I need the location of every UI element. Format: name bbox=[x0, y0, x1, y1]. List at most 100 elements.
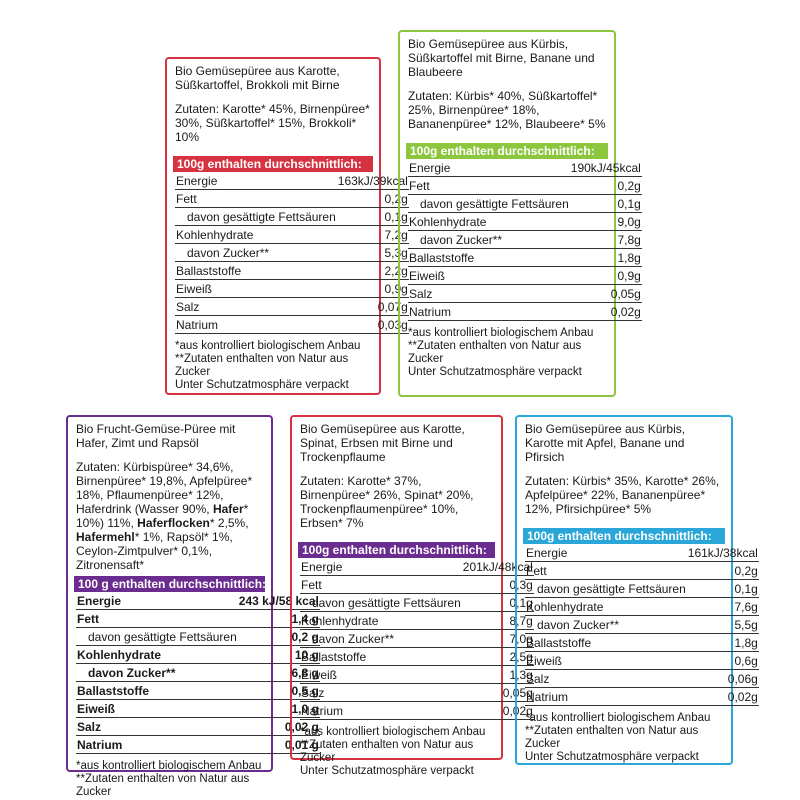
row-label: Fett bbox=[300, 575, 462, 594]
row-value: 7,2g bbox=[336, 225, 409, 244]
ingredients-text: Zutaten: Kürbis* 35%, Karotte* 26%, Apfe… bbox=[525, 474, 720, 516]
nutrition-row-fett: Fett 0,3g bbox=[300, 575, 534, 594]
row-label: Kohlenhydrate bbox=[76, 645, 238, 664]
row-label: Salz bbox=[175, 297, 337, 316]
row-label: Fett bbox=[175, 189, 337, 208]
nutrition-row-eiweiss: Eiweiß 0,9g bbox=[175, 279, 409, 298]
nutrition-row-salz: Salz 0,05g bbox=[408, 284, 642, 303]
row-label: Fett bbox=[525, 561, 687, 580]
footnote-organic: *aus kontrolliert biologischem Anbau bbox=[175, 340, 361, 352]
product-title: Bio Gemüsepüree aus Kürbis, Süßkartoffel… bbox=[408, 37, 595, 79]
nutrition-row-ballaststoffe: Ballaststoffe 0,5 g bbox=[76, 681, 320, 700]
nutrition-header: 100g enthalten durchschnittlich: bbox=[406, 143, 608, 159]
row-value: 5,3g bbox=[336, 243, 409, 262]
row-label: Eiweiß bbox=[408, 266, 570, 285]
row-label: Kohlenhydrate bbox=[525, 597, 687, 616]
footnote-sugar: **Zutaten enthalten von Natur aus Zucker bbox=[525, 725, 699, 750]
row-label: Kohlenhydrate bbox=[175, 225, 337, 244]
row-value: 0,02g bbox=[569, 302, 642, 321]
row-label: davon gesättigte Fettsäuren bbox=[76, 627, 238, 646]
row-value: 5,5g bbox=[686, 615, 759, 634]
nutrition-header: 100 g enthalten durchschnittlich: bbox=[74, 576, 265, 592]
row-label: Ballaststoffe bbox=[300, 647, 462, 666]
row-label: Ballaststoffe bbox=[76, 681, 238, 700]
row-value: 7,6g bbox=[686, 597, 759, 616]
nutrition-row-fettsaeuren: davon gesättigte Fettsäuren 0,1g bbox=[175, 207, 409, 226]
nutrition-row-energie: Energie 161kJ/38kcal bbox=[525, 544, 759, 562]
nutrition-row-ballaststoffe: Ballaststoffe 1,8g bbox=[525, 633, 759, 652]
row-label: Eiweiß bbox=[525, 651, 687, 670]
nutrition-row-salz: Salz 0,07g bbox=[175, 297, 409, 316]
row-label: Energie bbox=[525, 544, 687, 562]
nutrition-row-salz: Salz 0,02 g bbox=[76, 717, 320, 736]
ingredients-text: Zutaten: Kürbis* 40%, Süßkartoffel* 25%,… bbox=[408, 89, 606, 131]
row-value: 0,2g bbox=[569, 176, 642, 195]
ingredients-allergen: Hafer bbox=[212, 502, 244, 516]
row-label: Natrium bbox=[76, 735, 238, 754]
nutrition-row-fettsaeuren: davon gesättigte Fettsäuren 0,1g bbox=[408, 194, 642, 213]
row-value: 0,2g bbox=[686, 561, 759, 580]
row-value: 2,2g bbox=[336, 261, 409, 280]
ingredients-part: * 2,5%, bbox=[209, 516, 249, 530]
footnote-organic: *aus kontrolliert biologischem Anbau bbox=[408, 327, 594, 339]
row-value: 163kJ/39kcal bbox=[336, 172, 409, 190]
nutrition-row-energie: Energie 243 kJ/58 kcal bbox=[76, 592, 320, 610]
nutrition-row-kohlenhydrate: Kohlenhydrate 10 g bbox=[76, 645, 320, 664]
row-label: davon Zucker** bbox=[525, 615, 687, 634]
row-label: Salz bbox=[300, 683, 462, 702]
nutrition-row-kohlenhydrate: Kohlenhydrate 7,6g bbox=[525, 597, 759, 616]
row-label: Salz bbox=[408, 284, 570, 303]
row-label: Eiweiß bbox=[175, 279, 337, 298]
nutrition-card-kuerbis-blaubeere: Bio Gemüsepüree aus Kürbis, Süßkartoffel… bbox=[398, 30, 642, 397]
row-value: 1,8g bbox=[569, 248, 642, 267]
nutrition-row-eiweiss: Eiweiß 1,3g bbox=[300, 665, 534, 684]
row-label: Energie bbox=[175, 172, 337, 190]
row-value: 0,1g bbox=[569, 194, 642, 213]
ingredients-part: * 1%, Rapsöl* 1%, Ceylon-Zimtpulver* 0,1… bbox=[76, 530, 233, 572]
product-title: Bio Gemüsepüree aus Karotte, Süßkartoffe… bbox=[175, 64, 340, 92]
footnote-packaging: Unter Schutzatmosphäre verpackt bbox=[408, 366, 582, 378]
nutrition-row-kohlenhydrate: Kohlenhydrate 8,7g bbox=[300, 611, 534, 630]
row-label: Natrium bbox=[525, 687, 687, 706]
nutrition-row-fett: Fett 0,2g bbox=[175, 189, 409, 208]
row-label: Natrium bbox=[175, 315, 337, 334]
footnote-organic: *aus kontrolliert biologischem Anbau bbox=[300, 726, 486, 738]
row-value: 0,1g bbox=[686, 579, 759, 598]
row-value: 0,01 g bbox=[237, 735, 320, 754]
nutrition-row-natrium: Natrium 0,01 g bbox=[76, 735, 320, 754]
row-label: Energie bbox=[408, 159, 570, 177]
row-label: Ballaststoffe bbox=[525, 633, 687, 652]
nutrition-header: 100g enthalten durchschnittlich: bbox=[523, 528, 725, 544]
row-value: 0,07g bbox=[336, 297, 409, 316]
nutrition-row-zucker: davon Zucker** 5,3g bbox=[175, 243, 409, 262]
nutrition-row-kohlenhydrate: Kohlenhydrate 9,0g bbox=[408, 212, 642, 231]
footnote-sugar: **Zutaten enthalten von Natur aus Zucker bbox=[76, 773, 250, 798]
nutrition-table: Energie 161kJ/38kcal Fett 0,2g davon gesät… bbox=[525, 544, 759, 706]
row-value: 0,6g bbox=[686, 651, 759, 670]
nutrition-row-fettsaeuren: davon gesättigte Fettsäuren 0,2 g bbox=[76, 627, 320, 646]
nutrition-row-kohlenhydrate: Kohlenhydrate 7,2g bbox=[175, 225, 409, 244]
row-label: Natrium bbox=[408, 302, 570, 321]
row-label: davon gesättigte Fettsäuren bbox=[175, 207, 337, 226]
nutrition-header: 100g enthalten durchschnittlich: bbox=[298, 542, 495, 558]
row-label: Fett bbox=[76, 609, 238, 628]
nutrition-card-karotte-brokkoli: Bio Gemüsepüree aus Karotte, Süßkartoffe… bbox=[165, 57, 409, 395]
row-value: 0,05g bbox=[569, 284, 642, 303]
row-label: Ballaststoffe bbox=[175, 261, 337, 280]
nutrition-row-eiweiss: Eiweiß 0,9g bbox=[408, 266, 642, 285]
nutrition-row-fett: Fett 0,2g bbox=[408, 176, 642, 195]
row-value: 0,06g bbox=[686, 669, 759, 688]
footnote-organic: *aus kontrolliert biologischem Anbau bbox=[525, 712, 711, 724]
nutrition-row-fettsaeuren: davon gesättigte Fettsäuren 0,1g bbox=[300, 593, 534, 612]
row-value: 1,8g bbox=[686, 633, 759, 652]
nutrition-table: Energie 243 kJ/58 kcal Fett 1,4 g davon ge… bbox=[76, 592, 320, 754]
row-label: Natrium bbox=[300, 701, 462, 720]
row-label: Energie bbox=[300, 558, 462, 576]
nutrition-row-natrium: Natrium 0,02g bbox=[300, 701, 534, 720]
row-label: davon gesättigte Fettsäuren bbox=[408, 194, 570, 213]
row-label: Fett bbox=[408, 176, 570, 195]
row-label: davon Zucker** bbox=[175, 243, 337, 262]
row-label: davon Zucker** bbox=[300, 629, 462, 648]
nutrition-row-natrium: Natrium 0,02g bbox=[525, 687, 759, 706]
row-label: Eiweiß bbox=[300, 665, 462, 684]
